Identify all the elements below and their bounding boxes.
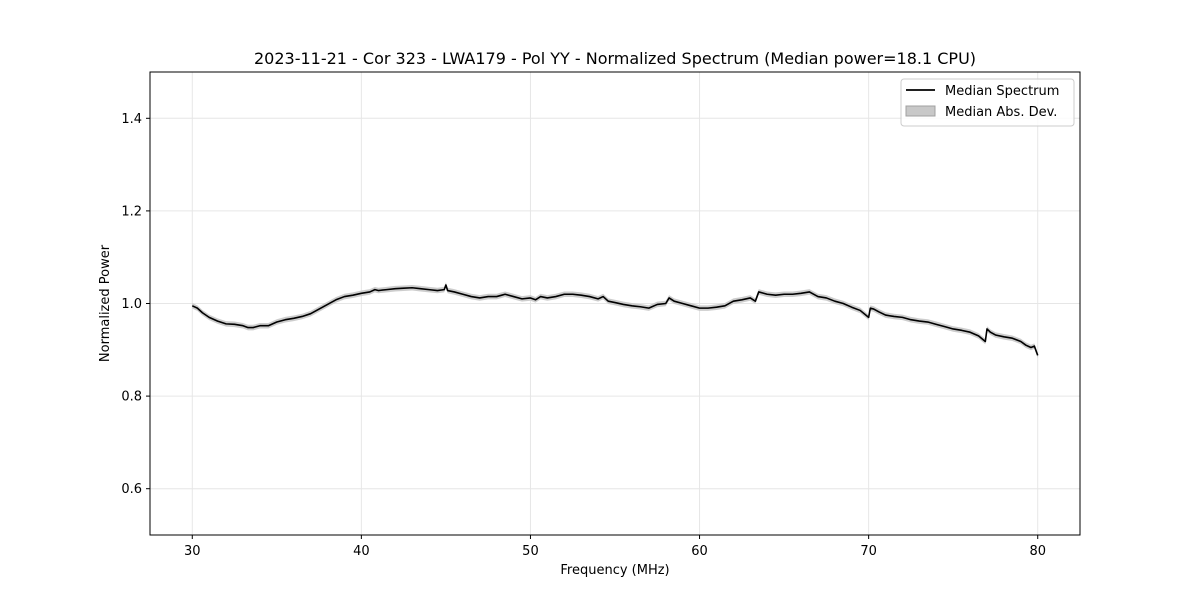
mad-band	[192, 282, 1038, 359]
median-line-layer	[191, 284, 1039, 356]
median-spectrum-line	[191, 284, 1039, 356]
x-tick-label: 70	[860, 544, 877, 559]
x-tick-label: 30	[184, 544, 201, 559]
x-tick-label: 60	[691, 544, 708, 559]
y-tick-label: 0.8	[121, 390, 142, 405]
y-axis-label: Normalized Power	[98, 244, 113, 362]
x-tick-label: 80	[1029, 544, 1046, 559]
x-tick-label: 50	[522, 544, 539, 559]
chart-title: 2023-11-21 - Cor 323 - LWA179 - Pol YY -…	[254, 49, 976, 68]
legend-label-median-spectrum: Median Spectrum	[945, 84, 1059, 99]
legend-band-swatch	[905, 105, 936, 117]
y-tick-label: 0.6	[121, 482, 142, 497]
x-axis-label: Frequency (MHz)	[560, 563, 669, 578]
x-axis-ticks: 30 40 50 60 70 80	[184, 535, 1046, 559]
mad-band-layer	[192, 282, 1038, 359]
y-tick-label: 1.2	[121, 204, 142, 219]
y-axis-ticks: 0.6 0.8 1.0 1.2 1.4	[121, 112, 150, 497]
legend-label-median-abs-dev: Median Abs. Dev.	[945, 105, 1057, 120]
y-tick-label: 1.0	[121, 297, 142, 312]
legend-box	[900, 78, 1075, 127]
x-tick-label: 40	[353, 544, 370, 559]
legend: Median Spectrum Median Abs. Dev.	[900, 78, 1075, 127]
y-tick-label: 1.4	[121, 112, 142, 127]
